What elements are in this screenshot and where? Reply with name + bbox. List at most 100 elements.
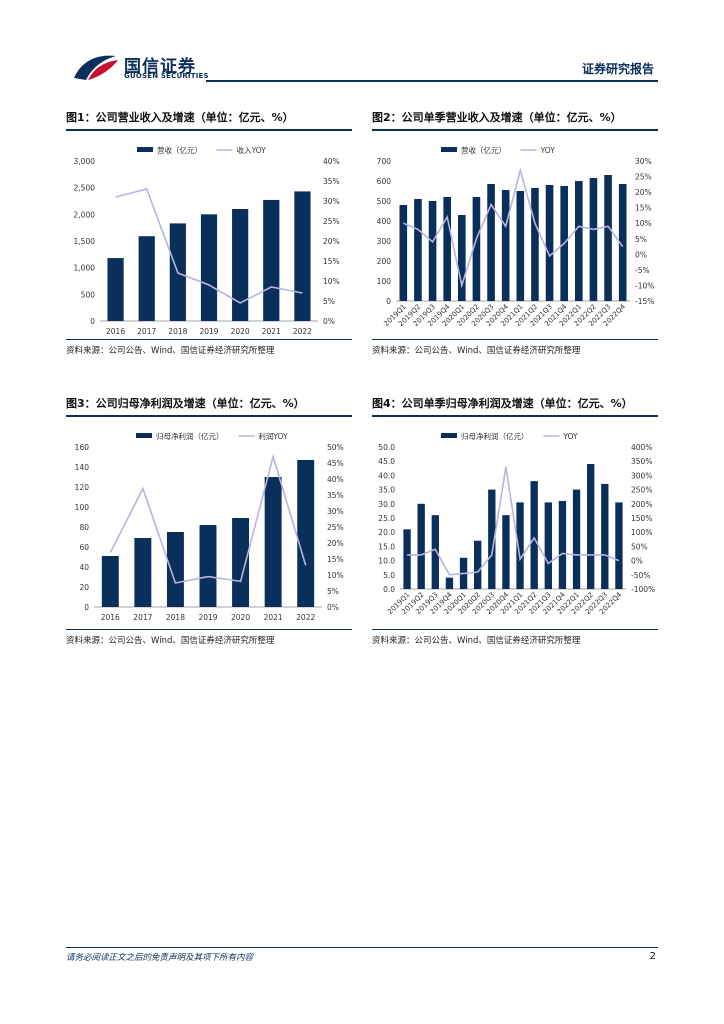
x-tick-label: 2020 — [231, 327, 250, 335]
page-header: 国信证券 GUOSEN SECURITIES 证券研究报告 — [66, 46, 658, 86]
y2-tick-label: 5% — [323, 297, 335, 306]
bar — [138, 235, 155, 321]
y-tick-label: 45.0 — [378, 457, 395, 466]
bar — [544, 501, 552, 589]
y-tick-label: 300 — [377, 237, 392, 246]
y-tick-label: 5.0 — [383, 570, 395, 579]
bar — [516, 190, 525, 301]
y2-tick-label: 20% — [327, 539, 344, 548]
legend-bar-swatch — [137, 146, 153, 152]
y-tick-label: 60 — [79, 543, 89, 552]
bar — [443, 196, 451, 301]
y2-tick-label: 0% — [635, 250, 647, 259]
y2-tick-label: 20% — [635, 188, 652, 197]
x-tick-label: 2022 — [296, 613, 315, 622]
bar — [502, 514, 510, 589]
bar — [601, 483, 609, 589]
y-tick-label: 400 — [377, 217, 392, 226]
y-tick-label: 160 — [75, 443, 90, 452]
y-tick-label: 10.0 — [378, 556, 395, 565]
report-type: 证券研究报告 — [581, 62, 654, 76]
footer-disclaimer: 请务必阅读正文之后的免责声明及其项下所有内容 — [66, 953, 254, 963]
figure-bottom-divider — [372, 628, 658, 630]
y2-tick-label: -10% — [635, 281, 654, 290]
figure-title-divider — [372, 415, 658, 417]
bar — [445, 577, 454, 589]
y2-tick-label: -15% — [635, 297, 654, 306]
y2-tick-label: 150% — [631, 514, 652, 523]
y-tick-label: 140 — [75, 463, 90, 472]
legend-bar-label: 归母净利润（亿元） — [156, 431, 224, 441]
y-tick-label: 100 — [75, 503, 90, 512]
y2-tick-label: 10% — [323, 277, 340, 286]
bar — [545, 184, 554, 301]
x-tick-label: 2019 — [199, 327, 218, 335]
figure-source: 资料来源：公司公告、Wind、国信证券经济研究所整理 — [372, 635, 581, 646]
y2-tick-label: -100% — [631, 585, 655, 594]
y-tick-label: 200 — [377, 257, 392, 266]
y2-tick-label: 30% — [327, 507, 344, 516]
y2-tick-label: 5% — [635, 234, 647, 243]
y2-tick-label: 5% — [327, 587, 339, 596]
y2-tick-label: 0% — [323, 317, 335, 326]
y-tick-label: 15.0 — [378, 542, 395, 551]
bar — [200, 213, 218, 321]
figure-title-divider — [372, 129, 658, 131]
y-tick-label: 20.0 — [378, 528, 395, 537]
revenue-quarterly-chart: 营收（亿元） YOY 0 100 200 300 400 500 600 700 -15% -10% -… — [377, 145, 655, 328]
y2-tick-label: 0% — [631, 556, 643, 565]
bar — [297, 459, 315, 607]
page-number: 2 — [649, 951, 656, 962]
x-tick-label: 2018 — [168, 327, 187, 335]
figure-bottom-divider — [66, 338, 352, 340]
bar — [516, 501, 524, 589]
y2-tick-label: 10% — [327, 571, 344, 580]
bar — [587, 463, 595, 589]
bar — [232, 208, 249, 321]
bar — [575, 180, 583, 301]
figure-2: 图2：公司单季营业收入及增速（单位：亿元、%） 营收（亿元） YOY 0 100 200… — [372, 110, 658, 356]
figure-1: 图1：公司营业收入及增速（单位：亿元、%） 营收（亿元） 收入YOY 0 500 1,0… — [66, 110, 352, 356]
y-tick-label: 50.0 — [378, 443, 395, 452]
y2-tick-label: 25% — [327, 523, 344, 532]
bar — [414, 198, 422, 301]
bar — [403, 528, 411, 589]
logo-english-text: GUOSEN SECURITIES — [124, 72, 209, 80]
y2-tick-label: 25% — [323, 217, 340, 226]
y-tick-label: 0.0 — [383, 585, 395, 594]
y2-tick-label: -5% — [635, 265, 650, 274]
legend-line-label: YOY — [540, 146, 556, 155]
guosen-logo-icon — [74, 55, 118, 80]
legend-bar-swatch — [441, 432, 457, 438]
x-tick-label: 2018 — [166, 613, 185, 622]
x-tick-label: 2021 — [264, 613, 283, 622]
bar — [399, 204, 408, 301]
y2-tick-label: -50% — [631, 570, 650, 579]
bar — [589, 177, 598, 301]
bar — [264, 476, 282, 607]
figure-title: 图4：公司单季归母净利润及增速（单位：亿元、%） — [372, 397, 633, 410]
x-tick-label: 2021 — [262, 327, 281, 335]
y2-tick-label: 10% — [635, 219, 652, 228]
y2-tick-label: 50% — [631, 542, 648, 551]
legend-bar-swatch — [136, 432, 152, 438]
yoy-line — [407, 466, 620, 576]
legend-line-label: 收入YOY — [237, 145, 267, 155]
y2-tick-label: 25% — [635, 172, 652, 181]
y-tick-label: 30.0 — [378, 499, 395, 508]
y2-tick-label: 45% — [327, 459, 344, 468]
bar — [530, 480, 538, 589]
x-tick-label: 2017 — [137, 327, 156, 335]
y2-tick-label: 50% — [327, 443, 344, 452]
bar — [458, 214, 466, 301]
y-tick-label: 1,000 — [74, 263, 96, 272]
bar — [232, 517, 250, 607]
y-tick-label: 100 — [377, 277, 392, 286]
x-tick-label: 2016 — [106, 327, 125, 335]
figure-title: 图3：公司归母净利润及增速（单位：亿元、%） — [66, 397, 305, 410]
bar — [572, 489, 581, 589]
y-tick-label: 25.0 — [378, 514, 395, 523]
figure-3: 图3：公司归母净利润及增速（单位：亿元、%） 归母净利润（亿元） 利润YOY 0 20… — [66, 396, 352, 646]
y2-tick-label: 400% — [631, 443, 652, 452]
y-tick-label: 500 — [81, 290, 96, 299]
